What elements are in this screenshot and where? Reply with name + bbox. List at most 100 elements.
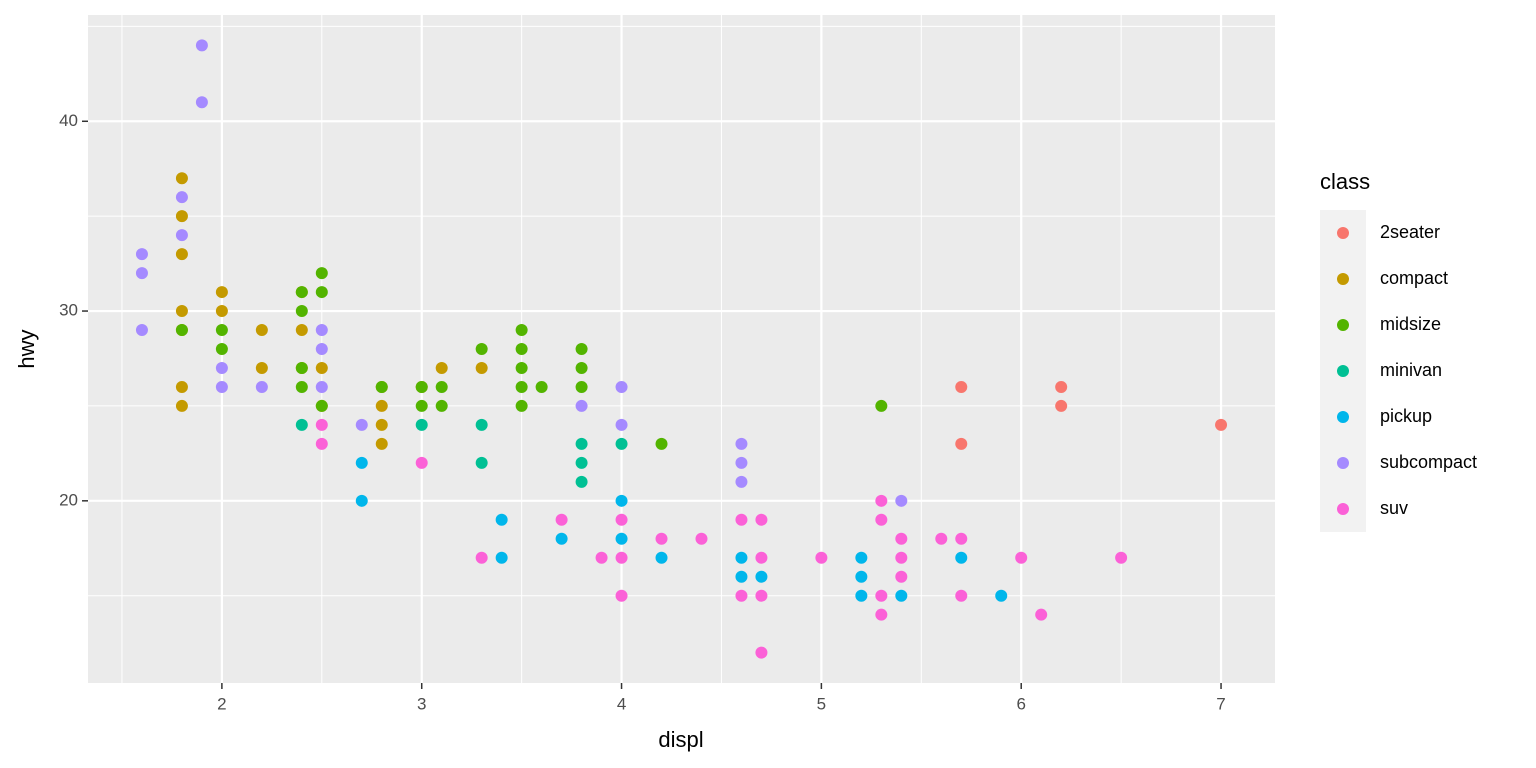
point	[175, 229, 188, 242]
x-tick-label: 2	[217, 694, 226, 713]
point	[615, 532, 628, 545]
y-axis-title: hwy	[14, 329, 39, 368]
legend-label: 2seater	[1380, 222, 1440, 242]
point	[195, 96, 208, 109]
point	[315, 324, 328, 337]
point	[535, 380, 548, 393]
legend-label: minivan	[1380, 360, 1442, 380]
point	[815, 551, 828, 564]
y-tick-label: 40	[59, 111, 78, 130]
point	[515, 361, 528, 374]
point	[735, 570, 748, 583]
legend-label: suv	[1380, 498, 1408, 518]
point	[615, 551, 628, 564]
point	[295, 286, 308, 299]
point	[415, 418, 428, 431]
point	[375, 418, 388, 431]
point	[495, 551, 508, 564]
point	[575, 399, 588, 412]
point	[215, 380, 228, 393]
point	[175, 210, 188, 223]
point	[895, 570, 908, 583]
point	[655, 437, 668, 450]
point	[755, 570, 768, 583]
point	[175, 248, 188, 261]
point	[575, 361, 588, 374]
point	[515, 343, 528, 355]
point	[935, 532, 948, 545]
point	[575, 437, 588, 450]
point	[175, 172, 188, 185]
legend-key	[1337, 227, 1349, 239]
point	[875, 494, 888, 507]
point	[355, 418, 368, 431]
point	[215, 361, 228, 374]
point	[255, 361, 268, 374]
point	[315, 267, 328, 280]
point	[955, 380, 968, 393]
x-tick-label: 4	[617, 694, 626, 713]
point	[615, 589, 628, 602]
legend-key	[1337, 411, 1349, 423]
point	[695, 532, 708, 545]
point	[175, 324, 188, 337]
point	[255, 380, 268, 393]
point	[375, 437, 388, 450]
x-tick-label: 6	[1016, 694, 1025, 713]
point	[1055, 380, 1068, 393]
point	[435, 380, 448, 393]
point	[415, 399, 428, 412]
point	[955, 551, 968, 564]
point	[1215, 418, 1228, 431]
point	[315, 399, 328, 412]
point	[735, 589, 748, 602]
point	[315, 380, 328, 393]
point	[615, 494, 628, 507]
point	[735, 551, 748, 564]
point	[375, 380, 388, 393]
panel	[88, 15, 1275, 683]
legend-key	[1337, 319, 1349, 331]
point	[175, 380, 188, 393]
x-tick-label: 7	[1216, 694, 1225, 713]
point	[375, 399, 388, 412]
point	[735, 437, 748, 450]
point	[175, 191, 188, 204]
y-tick-label: 30	[59, 301, 78, 320]
point	[755, 513, 768, 526]
point	[575, 343, 588, 355]
point	[315, 437, 328, 450]
point	[495, 513, 508, 526]
point	[995, 589, 1008, 602]
point	[475, 418, 488, 431]
point	[855, 570, 868, 583]
point	[215, 286, 228, 299]
legend-label: pickup	[1380, 406, 1432, 426]
point	[315, 361, 328, 374]
point	[475, 551, 488, 564]
point	[295, 380, 308, 393]
point	[315, 343, 328, 355]
point	[415, 456, 428, 469]
point	[875, 608, 888, 621]
legend-label: compact	[1380, 268, 1448, 288]
point	[435, 361, 448, 374]
point	[655, 551, 668, 564]
point	[475, 343, 488, 355]
point	[735, 513, 748, 526]
point	[295, 305, 308, 318]
legend-key	[1337, 457, 1349, 469]
point	[135, 324, 148, 337]
point	[215, 343, 228, 355]
legend-key	[1337, 273, 1349, 285]
legend-title: class	[1320, 169, 1370, 194]
point	[315, 418, 328, 431]
point	[895, 494, 908, 507]
point	[955, 532, 968, 545]
point	[355, 456, 368, 469]
point	[555, 513, 568, 526]
point	[475, 361, 488, 374]
point	[855, 589, 868, 602]
point	[875, 589, 888, 602]
x-tick-label: 5	[817, 694, 826, 713]
